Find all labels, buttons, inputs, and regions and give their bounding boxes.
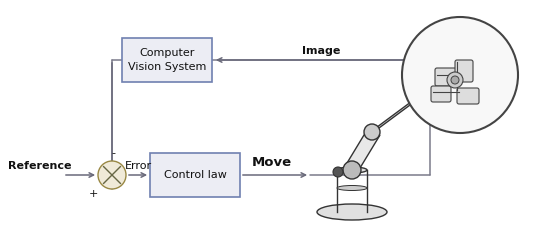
Text: Control law: Control law	[163, 170, 226, 180]
Ellipse shape	[337, 185, 367, 190]
Text: +: +	[89, 189, 98, 199]
Text: Image: Image	[302, 46, 340, 56]
Ellipse shape	[337, 167, 367, 173]
Text: Computer: Computer	[140, 48, 195, 58]
Text: Reference: Reference	[8, 161, 72, 171]
Circle shape	[333, 167, 343, 177]
Polygon shape	[425, 65, 465, 93]
FancyBboxPatch shape	[150, 153, 240, 197]
Circle shape	[402, 17, 518, 133]
FancyBboxPatch shape	[435, 68, 457, 86]
FancyBboxPatch shape	[455, 60, 473, 82]
Circle shape	[343, 161, 361, 179]
Text: Error: Error	[124, 161, 151, 171]
Circle shape	[423, 81, 437, 95]
Circle shape	[364, 124, 380, 140]
Ellipse shape	[317, 204, 387, 220]
Text: Vision System: Vision System	[128, 62, 206, 72]
Polygon shape	[365, 85, 437, 136]
FancyBboxPatch shape	[431, 86, 451, 102]
FancyBboxPatch shape	[122, 38, 212, 82]
Circle shape	[98, 161, 126, 189]
Circle shape	[447, 72, 463, 88]
FancyBboxPatch shape	[457, 88, 479, 104]
Text: -: -	[111, 148, 115, 158]
Circle shape	[451, 76, 459, 84]
Circle shape	[454, 62, 466, 74]
Polygon shape	[344, 135, 380, 168]
Text: Move: Move	[252, 156, 292, 169]
